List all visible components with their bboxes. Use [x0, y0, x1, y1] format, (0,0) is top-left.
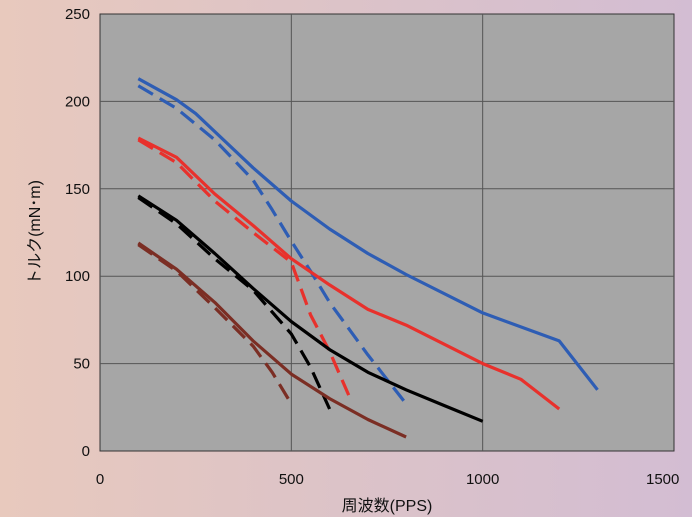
solid-series-line-4: [137, 194, 484, 423]
solid-series-line-2: [137, 136, 561, 411]
y-tick-label: 50: [73, 356, 90, 373]
x-tick-label: 0: [96, 471, 104, 488]
y-tick-label: 200: [65, 93, 90, 110]
y-tick-label: 250: [65, 6, 90, 23]
solid-series-line-0: [137, 77, 599, 391]
x-axis-title: 周波数(PPS): [342, 497, 433, 515]
dashed-series-line-3: [137, 138, 351, 396]
dashed-series-line-1: [137, 84, 408, 405]
x-tick-label: 1000: [466, 471, 499, 488]
y-tick-label: 150: [65, 181, 90, 198]
y-axis-title: トルク(mN･m): [26, 180, 44, 285]
tick-labels: 0 50 100 150 200 250 0 500 1000 1500: [65, 6, 679, 488]
x-tick-label: 500: [279, 471, 304, 488]
dashed-series-line-7: [137, 243, 293, 405]
series-layer: [137, 77, 599, 439]
x-tick-label: 1500: [646, 471, 679, 488]
y-tick-label: 0: [82, 443, 90, 460]
y-tick-label: 100: [65, 268, 90, 285]
solid-series-line-6: [137, 241, 407, 439]
